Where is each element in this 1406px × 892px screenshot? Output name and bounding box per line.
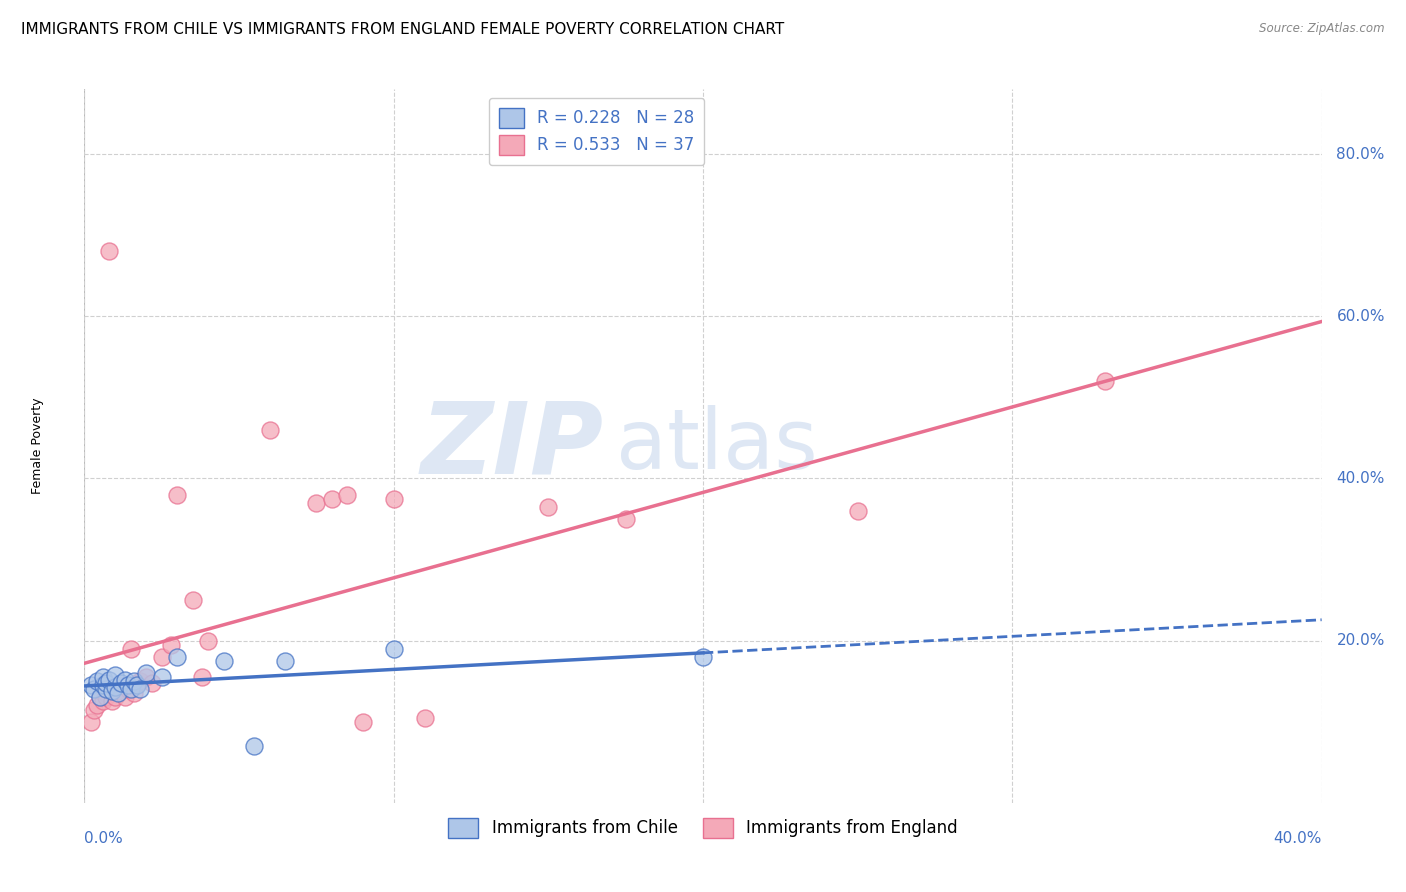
- Point: [413, 711, 436, 725]
- Point: [181, 593, 204, 607]
- Point: [160, 638, 183, 652]
- Point: [86, 698, 108, 713]
- Legend: Immigrants from Chile, Immigrants from England: Immigrants from Chile, Immigrants from E…: [439, 807, 967, 848]
- Point: [305, 496, 328, 510]
- Point: [101, 694, 124, 708]
- Point: [94, 675, 117, 690]
- Point: [846, 504, 869, 518]
- Text: Source: ZipAtlas.com: Source: ZipAtlas.com: [1260, 22, 1385, 36]
- Point: [243, 739, 266, 753]
- Point: [120, 641, 142, 656]
- Point: [692, 649, 714, 664]
- Text: 40.0%: 40.0%: [1337, 471, 1385, 486]
- Point: [107, 686, 129, 700]
- Point: [86, 674, 108, 689]
- Point: [1094, 374, 1116, 388]
- Point: [104, 667, 127, 681]
- Point: [150, 670, 173, 684]
- Point: [141, 675, 163, 690]
- Point: [166, 649, 188, 664]
- Point: [614, 512, 637, 526]
- Point: [94, 690, 117, 705]
- Point: [94, 682, 117, 697]
- Point: [191, 670, 214, 684]
- Point: [91, 694, 114, 708]
- Point: [352, 714, 374, 729]
- Point: [537, 500, 560, 514]
- Point: [101, 684, 124, 698]
- Point: [79, 714, 101, 729]
- Text: 20.0%: 20.0%: [1337, 633, 1385, 648]
- Text: 80.0%: 80.0%: [1337, 146, 1385, 161]
- Point: [114, 690, 136, 705]
- Point: [117, 678, 139, 692]
- Point: [321, 491, 343, 506]
- Point: [274, 654, 297, 668]
- Text: ZIP: ZIP: [420, 398, 605, 494]
- Point: [104, 690, 127, 705]
- Point: [120, 682, 142, 697]
- Point: [125, 678, 148, 692]
- Text: Female Poverty: Female Poverty: [31, 398, 44, 494]
- Point: [166, 488, 188, 502]
- Point: [336, 488, 359, 502]
- Point: [79, 678, 101, 692]
- Point: [382, 491, 405, 506]
- Point: [129, 674, 152, 689]
- Point: [129, 682, 152, 697]
- Point: [104, 680, 127, 694]
- Point: [135, 670, 157, 684]
- Text: 40.0%: 40.0%: [1274, 831, 1322, 847]
- Point: [91, 678, 114, 692]
- Point: [122, 674, 145, 689]
- Text: 60.0%: 60.0%: [1337, 309, 1385, 324]
- Point: [259, 423, 281, 437]
- Point: [110, 675, 132, 690]
- Text: atlas: atlas: [616, 406, 818, 486]
- Point: [94, 686, 117, 700]
- Point: [197, 633, 219, 648]
- Point: [117, 682, 139, 697]
- Point: [125, 675, 148, 690]
- Point: [107, 684, 129, 698]
- Point: [83, 682, 105, 697]
- Point: [150, 649, 173, 664]
- Point: [135, 666, 157, 681]
- Point: [98, 673, 121, 687]
- Point: [83, 702, 105, 716]
- Text: IMMIGRANTS FROM CHILE VS IMMIGRANTS FROM ENGLAND FEMALE POVERTY CORRELATION CHAR: IMMIGRANTS FROM CHILE VS IMMIGRANTS FROM…: [21, 22, 785, 37]
- Point: [89, 690, 111, 705]
- Point: [122, 686, 145, 700]
- Text: 0.0%: 0.0%: [84, 831, 124, 847]
- Point: [89, 690, 111, 705]
- Point: [110, 678, 132, 692]
- Point: [114, 673, 136, 687]
- Point: [382, 641, 405, 656]
- Point: [212, 654, 235, 668]
- Point: [91, 670, 114, 684]
- Point: [98, 244, 121, 259]
